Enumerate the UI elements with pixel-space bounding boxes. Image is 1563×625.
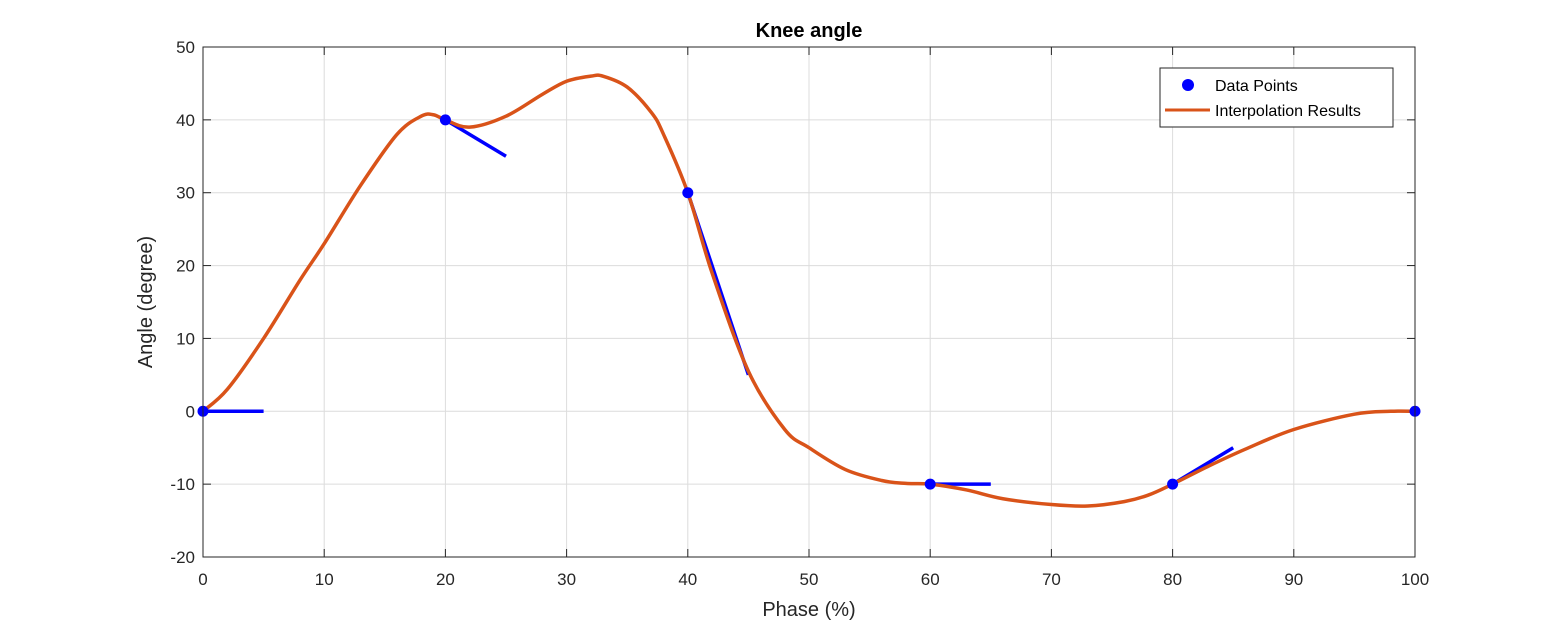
plot-frame	[202, 46, 1416, 558]
x-tick-label: 60	[921, 570, 940, 589]
legend-marker-data-points	[1182, 79, 1194, 91]
y-axis-label: Angle (degree)	[135, 236, 157, 368]
legend: Data Points Interpolation Results	[1159, 67, 1394, 128]
data-point	[682, 187, 694, 199]
y-tick-label: 40	[176, 111, 195, 130]
x-tick-label: 90	[1284, 570, 1303, 589]
x-tick-label: 20	[436, 570, 455, 589]
data-point	[1167, 478, 1179, 490]
y-tick-label: 20	[176, 257, 195, 276]
interpolation-curve	[201, 73, 1416, 508]
y-tick-label: 0	[186, 402, 195, 421]
x-tick-label: 50	[800, 570, 819, 589]
x-tick-label: 30	[557, 570, 576, 589]
y-tick-label: 10	[176, 329, 195, 348]
x-tick-label: 80	[1163, 570, 1182, 589]
x-axis-label: Phase (%)	[762, 599, 855, 621]
data-point	[439, 114, 451, 126]
interpolation-curve-group	[201, 73, 1416, 508]
y-tick-label: 50	[176, 38, 195, 57]
data-points	[197, 114, 1421, 490]
x-tick-label: 10	[315, 570, 334, 589]
legend-label-data-points: Data Points	[1215, 78, 1298, 95]
legend-label-interpolation: Interpolation Results	[1215, 103, 1361, 120]
y-tick-label: 30	[176, 184, 195, 203]
x-tick-label: 70	[1042, 570, 1061, 589]
x-tick-label: 40	[678, 570, 697, 589]
y-tick-label: -20	[170, 548, 195, 567]
y-axis-ticks: -20 -10 0 10 20 30 40 50	[170, 38, 1415, 567]
chart-title: Knee angle	[756, 20, 863, 42]
legend-box	[1159, 67, 1394, 128]
x-tick-label: 0	[198, 570, 207, 589]
data-point	[924, 478, 936, 490]
x-tick-label: 100	[1401, 570, 1429, 589]
y-tick-label: -10	[170, 475, 195, 494]
